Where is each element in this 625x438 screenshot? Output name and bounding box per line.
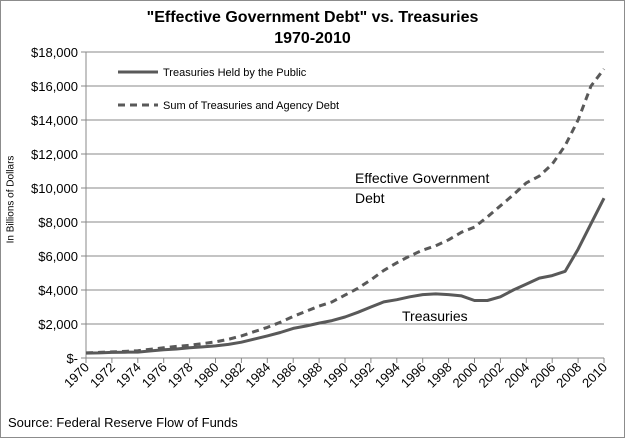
gridlines xyxy=(86,51,604,325)
x-tick-label: 1978 xyxy=(165,360,196,391)
x-tick-label: 1982 xyxy=(216,360,247,391)
x-tick-label: 2002 xyxy=(475,360,506,391)
x-tick-label: 2008 xyxy=(553,360,584,391)
chart-subtitle: 1970-2010 xyxy=(274,30,351,47)
series-line-treasuries xyxy=(85,197,606,355)
x-tick-label: 2006 xyxy=(527,360,558,391)
x-tick-label: 1990 xyxy=(320,360,351,391)
series-lines xyxy=(85,68,606,355)
x-tick-label: 1972 xyxy=(87,360,118,391)
y-tick-label: $- xyxy=(66,351,78,366)
legend: Treasuries Held by the Public Sum of Trea… xyxy=(118,67,339,112)
x-tick-label: 1994 xyxy=(372,360,403,391)
annotation-treasuries: Treasuries xyxy=(402,308,468,324)
legend-label: Sum of Treasuries and Agency Debt xyxy=(163,100,339,112)
x-tick-label: 1996 xyxy=(398,360,429,391)
y-tick-label: $14,000 xyxy=(31,113,78,128)
x-tick-label: 1988 xyxy=(294,360,325,391)
x-tick-label: 2000 xyxy=(450,360,481,391)
chart-title: "Effective Government Debt" vs. Treasuri… xyxy=(146,9,479,26)
x-tick-label: 2010 xyxy=(579,360,610,391)
y-tick-label: $10,000 xyxy=(31,181,78,196)
x-tick-label: 1998 xyxy=(424,360,455,391)
x-tick-label: 1992 xyxy=(346,360,377,391)
legend-label: Treasuries Held by the Public xyxy=(163,67,307,79)
y-tick-label: $8,000 xyxy=(38,215,78,230)
annotations: Effective Government Debt Treasuries xyxy=(355,170,489,324)
x-tick-label: 1974 xyxy=(113,360,144,391)
x-tick-label: 1986 xyxy=(268,360,299,391)
axes xyxy=(85,52,604,359)
x-axis-ticks: 1970197219741976197819801982198419861988… xyxy=(61,358,610,391)
x-tick-label: 1980 xyxy=(191,360,222,391)
x-tick-label: 1984 xyxy=(242,360,273,391)
y-tick-label: $16,000 xyxy=(31,79,78,94)
annotation-effective-debt: Debt xyxy=(355,190,385,206)
x-tick-label: 2004 xyxy=(501,360,532,391)
y-tick-label: $4,000 xyxy=(38,283,78,298)
annotation-effective-debt: Effective Government xyxy=(355,170,489,186)
series-line-sum-with-agency xyxy=(85,68,606,355)
y-tick-label: $12,000 xyxy=(31,147,78,162)
y-tick-label: $6,000 xyxy=(38,249,78,264)
x-tick-label: 1976 xyxy=(139,360,170,391)
y-tick-label: $2,000 xyxy=(38,317,78,332)
source-note: Source: Federal Reserve Flow of Funds xyxy=(8,415,238,430)
y-axis-ticks: $- $2,000 $4,000 $6,000 $8,000 $10,000 $12,000… xyxy=(31,45,86,366)
y-tick-label: $18,000 xyxy=(31,45,78,60)
